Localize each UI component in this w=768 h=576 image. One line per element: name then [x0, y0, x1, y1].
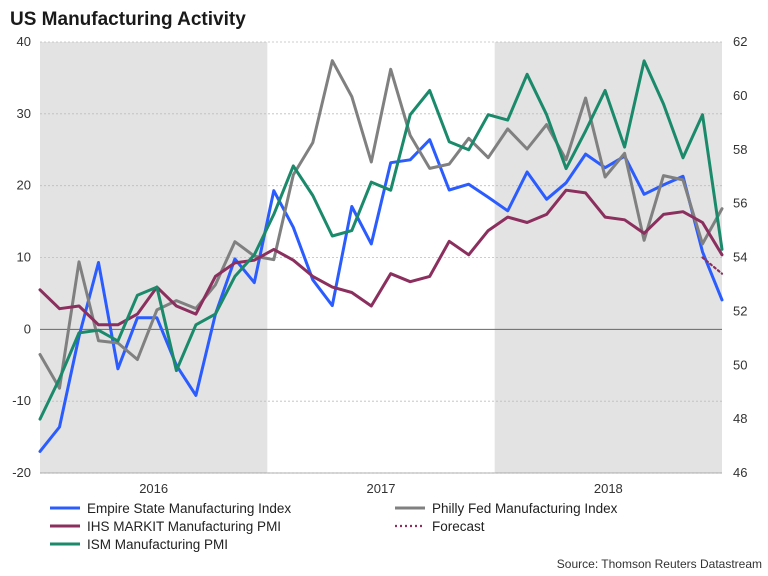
- series-line-forecast: [701, 256, 724, 275]
- legend-label: ISM Manufacturing PMI: [87, 537, 228, 552]
- left-tick-label: -10: [12, 393, 31, 408]
- right-tick-label: 56: [733, 196, 747, 211]
- left-tick-label: 10: [17, 250, 31, 265]
- x-tick-label: 2017: [367, 481, 396, 496]
- x-axis: 2016 2017 2018: [40, 472, 722, 496]
- left-tick-label: 30: [17, 106, 31, 121]
- legend-label: Philly Fed Manufacturing Index: [432, 501, 618, 516]
- series-line-ihs-markit-manufacturing-pmi: [38, 188, 724, 327]
- x-tick-label: 2016: [139, 481, 168, 496]
- right-tick-label: 58: [733, 142, 747, 157]
- series-line-ism-manufacturing-pmi: [38, 59, 724, 421]
- series-lines: [38, 59, 724, 453]
- right-tick-label: 46: [733, 465, 747, 480]
- left-tick-label: 0: [24, 321, 31, 336]
- legend-label: Forecast: [432, 519, 485, 534]
- x-tick-label: 2018: [594, 481, 623, 496]
- right-tick-label: 62: [733, 34, 747, 49]
- legend-label: Empire State Manufacturing Index: [87, 501, 291, 516]
- left-axis: -20 -10 0 10 20 30 40: [12, 34, 31, 480]
- right-tick-label: 54: [733, 250, 747, 265]
- left-tick-label: 40: [17, 34, 31, 49]
- legend-label: IHS MARKIT Manufacturing PMI: [87, 519, 281, 534]
- chart-title: US Manufacturing Activity: [10, 9, 246, 30]
- right-tick-label: 52: [733, 303, 747, 318]
- legend: Empire State Manufacturing Index Philly F…: [50, 501, 618, 552]
- right-tick-label: 50: [733, 357, 747, 372]
- series-line-philly-fed-manufacturing-index: [38, 59, 724, 390]
- right-tick-label: 60: [733, 88, 747, 103]
- right-axis: 46 48 50 52 54 56 58 60 62: [733, 34, 747, 480]
- left-tick-label: 20: [17, 178, 31, 193]
- right-tick-label: 48: [733, 411, 747, 426]
- left-tick-label: -20: [12, 465, 31, 480]
- source-note: Source: Thomson Reuters Datastream: [557, 557, 762, 571]
